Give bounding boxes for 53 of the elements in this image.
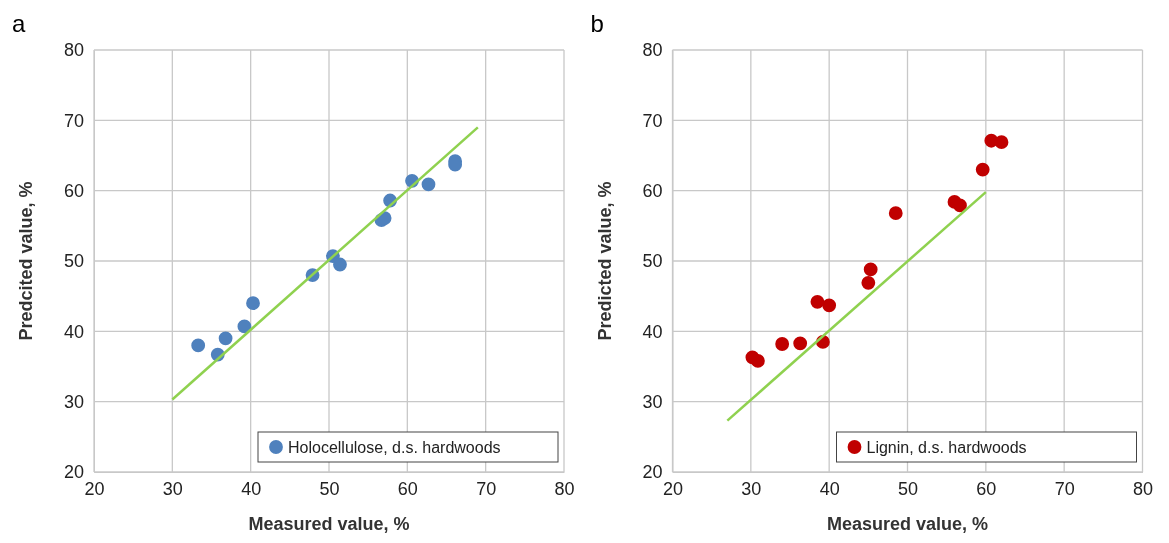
point bbox=[994, 135, 1009, 150]
y-tick-label: 70 bbox=[63, 110, 84, 131]
point bbox=[750, 353, 765, 368]
point bbox=[246, 296, 260, 311]
point bbox=[775, 337, 790, 351]
y-tick-label: 20 bbox=[642, 462, 663, 483]
point bbox=[861, 275, 876, 290]
x-tick-label: 40 bbox=[819, 478, 840, 499]
x-tick-label: 50 bbox=[319, 478, 340, 499]
y-tick-label: 50 bbox=[642, 251, 663, 272]
point bbox=[237, 319, 252, 334]
x-axis-title: Measured value, % bbox=[826, 514, 989, 534]
y-tick-label: 40 bbox=[642, 321, 663, 342]
x-axis-title: Measured value, % bbox=[248, 514, 410, 534]
legend-label: Lignin, d.s. hardwoods bbox=[866, 439, 1027, 456]
point bbox=[975, 162, 990, 177]
x-tick-label: 60 bbox=[976, 478, 997, 499]
x-tick-label: 40 bbox=[241, 478, 262, 499]
y-tick-label: 20 bbox=[63, 462, 84, 483]
y-tick-label: 30 bbox=[63, 391, 84, 412]
y-tick-label: 80 bbox=[642, 40, 663, 61]
x-tick-label: 80 bbox=[1132, 478, 1154, 499]
point bbox=[421, 177, 436, 192]
x-tick-label: 70 bbox=[1054, 478, 1075, 499]
legend-label: Holocellulose, d.s. hardwoods bbox=[288, 439, 501, 456]
y-tick-label: 40 bbox=[63, 321, 84, 342]
x-tick-label: 50 bbox=[897, 478, 919, 499]
y-axis-title: Predcited value, % bbox=[16, 181, 36, 341]
y-axis-title: Predicted value, % bbox=[594, 181, 615, 341]
x-tick-label: 30 bbox=[162, 478, 183, 499]
point bbox=[218, 331, 233, 346]
x-tick-label: 60 bbox=[397, 478, 418, 499]
point bbox=[333, 257, 347, 272]
point bbox=[793, 336, 808, 351]
x-tick-label: 30 bbox=[741, 478, 762, 499]
x-tick-label: 70 bbox=[476, 478, 497, 499]
y-tick-label: 60 bbox=[63, 180, 84, 201]
point bbox=[191, 338, 206, 353]
y-tick-label: 70 bbox=[642, 110, 663, 131]
point bbox=[888, 206, 903, 221]
y-tick-label: 30 bbox=[642, 391, 663, 412]
x-tick-label: 20 bbox=[662, 478, 684, 499]
point bbox=[863, 262, 878, 277]
x-tick-label: 80 bbox=[554, 478, 575, 499]
x-tick-label: 20 bbox=[84, 478, 105, 499]
point bbox=[822, 298, 837, 313]
point bbox=[810, 294, 825, 309]
point bbox=[953, 198, 967, 213]
chart-title: b bbox=[590, 10, 604, 37]
y-tick-label: 80 bbox=[63, 40, 84, 61]
chart-title: a bbox=[12, 10, 26, 37]
y-tick-label: 60 bbox=[642, 180, 663, 201]
y-tick-label: 50 bbox=[63, 251, 84, 272]
